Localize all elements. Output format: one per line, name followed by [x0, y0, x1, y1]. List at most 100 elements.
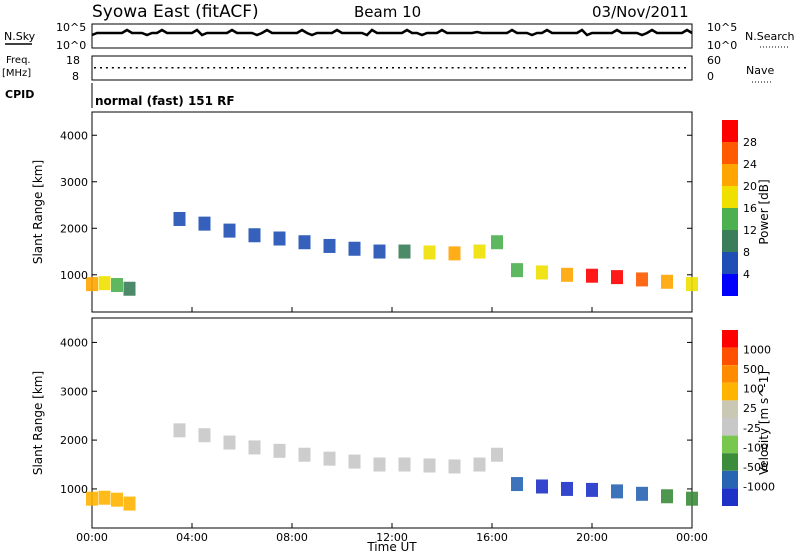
power-cell	[348, 241, 361, 256]
velocity-cell	[661, 489, 673, 504]
freq-dot	[493, 67, 496, 69]
noise-sky-line	[91, 28, 693, 37]
velocity-cell	[491, 447, 503, 462]
noise-panel-frame	[91, 23, 693, 49]
freq-right-label: Nave	[746, 64, 774, 77]
freq-dot	[165, 67, 168, 69]
velocity-cell	[248, 440, 261, 455]
cpid-label: CPID	[5, 88, 34, 101]
freq-dot	[505, 67, 508, 69]
noise-right-tick-bottom: 10^0	[707, 39, 737, 52]
velocity-colorbar-tick: -25	[743, 422, 761, 435]
x-tick-label: 00:00	[676, 531, 708, 544]
freq-dot	[332, 67, 335, 69]
velocity-y-ticks: 1000 2000 3000 4000	[60, 336, 692, 496]
freq-dot	[397, 67, 400, 69]
freq-dot	[213, 67, 216, 69]
power-cell	[448, 246, 461, 261]
power-cell	[511, 263, 523, 278]
freq-dot	[314, 67, 317, 69]
velocity-cell	[586, 482, 598, 497]
velocity-y-tick-label: 2000	[60, 434, 88, 447]
freq-dot	[362, 67, 365, 69]
freq-dot	[231, 67, 234, 69]
velocity-cell	[636, 486, 648, 501]
velocity-cell	[198, 428, 211, 443]
freq-dot	[594, 67, 597, 69]
freq-dot	[272, 67, 275, 69]
noise-right-label: N.Search	[745, 30, 795, 43]
velocity-colorbar-tick: 25	[743, 402, 757, 415]
power-colorbar-tick: 8	[743, 246, 750, 259]
freq-dot	[296, 67, 299, 69]
noise-left-label: N.Sky	[4, 30, 36, 43]
freq-dot	[463, 67, 466, 69]
velocity-cell	[611, 484, 623, 499]
freq-dot	[678, 67, 681, 69]
velocity-cell	[398, 457, 411, 472]
x-tick-label: 12:00	[376, 531, 408, 544]
velocity-colorbar-band	[722, 347, 738, 366]
power-cell	[611, 270, 623, 285]
freq-dot	[469, 67, 472, 69]
velocity-colorbar-tick: 500	[743, 363, 764, 376]
freq-dot	[648, 67, 651, 69]
power-y-tick-label: 2000	[60, 222, 88, 235]
freq-dot	[564, 67, 567, 69]
velocity-cell	[373, 457, 386, 472]
freq-dot	[409, 67, 412, 69]
freq-dot	[123, 67, 126, 69]
freq-dot	[338, 67, 341, 69]
x-tick-label: 08:00	[276, 531, 308, 544]
velocity-cell	[298, 447, 311, 462]
freq-dot	[302, 67, 305, 69]
freq-dot	[535, 67, 538, 69]
freq-dot	[392, 67, 394, 69]
power-colorbar-band	[722, 274, 738, 296]
freq-dot	[117, 67, 120, 69]
freq-dot	[326, 67, 329, 69]
freq-dot	[499, 67, 502, 69]
power-colorbar: 4 8 12 16 20 24 28	[722, 120, 757, 296]
velocity-cell	[273, 443, 286, 458]
freq-dot	[171, 67, 174, 69]
freq-dot	[481, 67, 484, 69]
freq-left-tick-top: 18	[66, 54, 80, 67]
freq-dot	[356, 67, 359, 69]
velocity-cell	[223, 435, 236, 450]
freq-dot	[153, 67, 156, 69]
power-colorbar-tick: 24	[743, 158, 757, 171]
freq-dot	[374, 67, 377, 69]
velocity-cell	[323, 451, 336, 466]
freq-dot	[266, 67, 269, 69]
freq-dot	[660, 67, 663, 69]
velocity-colorbar-label: Velocity [m s^-1]	[757, 371, 771, 475]
freq-panel-frame	[91, 55, 693, 81]
station-title: Syowa East (fitACF)	[92, 2, 259, 22]
freq-dot	[439, 67, 442, 69]
power-cell	[86, 277, 98, 292]
velocity-colorbar-band	[722, 470, 738, 489]
freq-dot	[129, 67, 132, 69]
freq-dot	[433, 67, 436, 69]
power-cell	[248, 228, 261, 243]
freq-dot	[183, 67, 186, 69]
freq-dot	[588, 67, 591, 69]
velocity-colorbar-band	[722, 453, 738, 471]
velocity-colorbar-band	[722, 488, 738, 506]
velocity-colorbar-tick: -1000	[743, 480, 775, 493]
power-colorbar-tick: 16	[743, 202, 757, 215]
velocity-panel-frame	[91, 317, 693, 529]
power-colorbar-band	[722, 186, 738, 208]
power-colorbar-band	[722, 142, 738, 164]
freq-dot	[248, 67, 251, 69]
noise-left-tick-top: 10^5	[56, 21, 86, 34]
power-cell	[473, 244, 486, 259]
power-y-tick-label: 1000	[60, 269, 88, 282]
cpid-value: normal (fast) 151 RF	[95, 94, 235, 108]
velocity-cell	[511, 477, 523, 492]
freq-dot	[105, 67, 108, 69]
freq-dot	[320, 67, 323, 69]
velocity-marks	[86, 423, 698, 511]
